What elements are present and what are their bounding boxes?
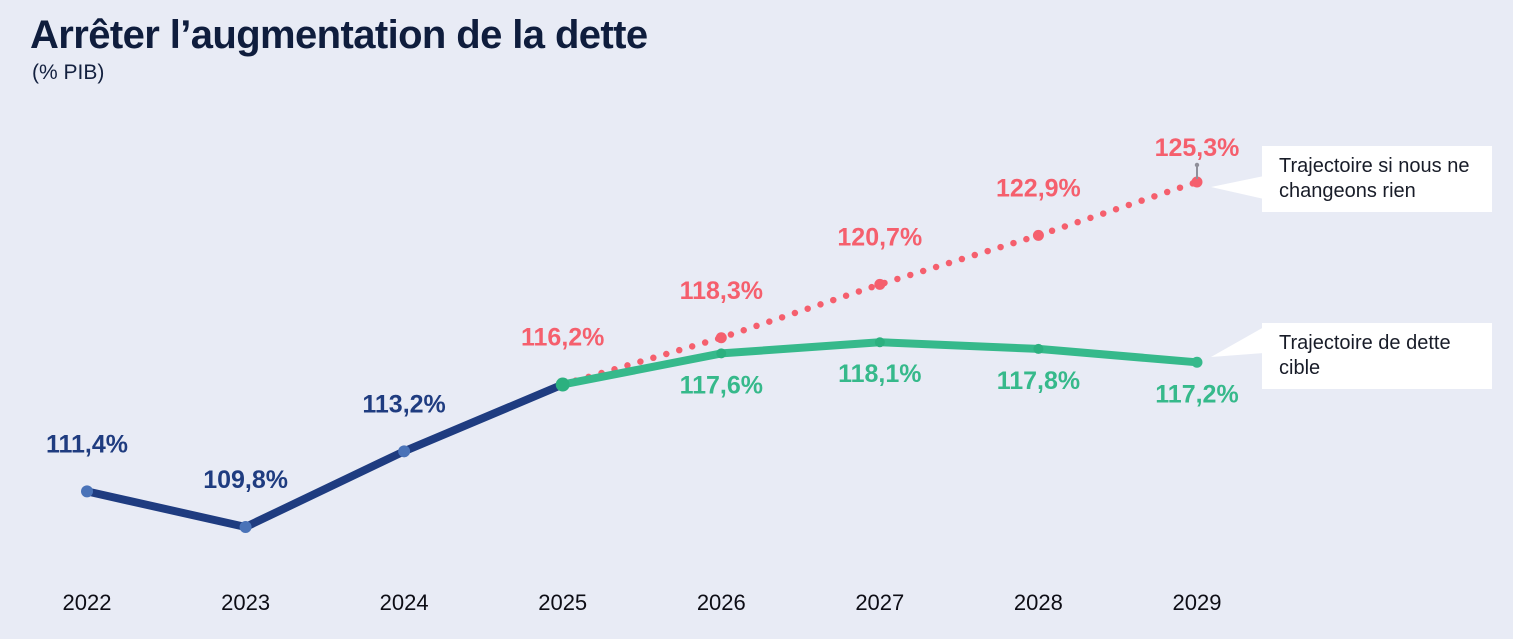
marker-target-2025 [555,377,570,392]
value-label-target-trajectory-2026: 117,6% [680,371,763,399]
x-axis-label-2023: 2023 [221,590,270,615]
marker-target-2029 [1191,356,1203,368]
x-axis-label-2028: 2028 [1014,590,1063,615]
marker-target-2026 [716,348,727,359]
value-label-historical-debt-2024: 113,2% [362,390,445,418]
value-label-target-trajectory-2028: 117,8% [997,367,1080,395]
chart-title: Arrêter l’augmentation de la dette [30,13,648,57]
x-axis-label-2026: 2026 [697,590,746,615]
marker-no-change-2026 [715,332,727,344]
marker-no-change-2029 [1191,176,1203,188]
x-axis-label-2024: 2024 [380,590,429,615]
x-axis-label-2029: 2029 [1173,590,1222,615]
callout-target-pointer [1211,327,1264,357]
value-label-historical-debt-2023: 109,8% [203,466,288,494]
value-label-target-trajectory-2027: 118,1% [838,360,921,388]
series-line-historical-debt [83,380,567,531]
marker-historical-2022 [81,485,93,498]
marker-target-2028 [1033,343,1044,354]
chart-header: Arrêter l’augmentation de la dette (% PI… [30,12,648,85]
value-label-no-change-trajectory-2025: 116,2% [521,324,604,352]
marker-target-2027 [874,337,885,348]
callout-no-change: Trajectoire si nous ne changeons rien [1211,146,1492,212]
callout-target-text: Trajectoire de dette cible [1279,332,1451,379]
chart-unit-label: (% PIB) [32,61,105,84]
callout-target: Trajectoire de dette cible [1211,323,1492,389]
x-axis-label-2025: 2025 [538,590,587,615]
value-label-historical-debt-2022: 111,4% [46,430,128,458]
x-axis-label-2022: 2022 [63,590,112,615]
value-label-target-trajectory-2029: 117,2% [1155,380,1238,408]
x-axis-label-2027: 2027 [855,590,904,615]
callout-no-change-text: Trajectoire si nous ne changeons rien [1279,155,1470,202]
value-label-no-change-trajectory-2026: 118,3% [680,277,763,305]
value-label-no-change-trajectory-2027: 120,7% [837,223,922,251]
callout-no-change-pointer [1211,176,1264,199]
marker-no-change-2028 [1032,229,1044,241]
value-label-no-change-trajectory-2029: 125,3% [1155,134,1240,162]
marker-historical-2024 [398,445,411,458]
marker-historical-2023 [239,521,252,533]
pin-marker-head [1194,162,1200,168]
series-line-no-change-trajectory [559,178,1201,388]
marker-no-change-2027 [874,278,886,290]
value-label-no-change-trajectory-2028: 122,9% [996,174,1081,202]
